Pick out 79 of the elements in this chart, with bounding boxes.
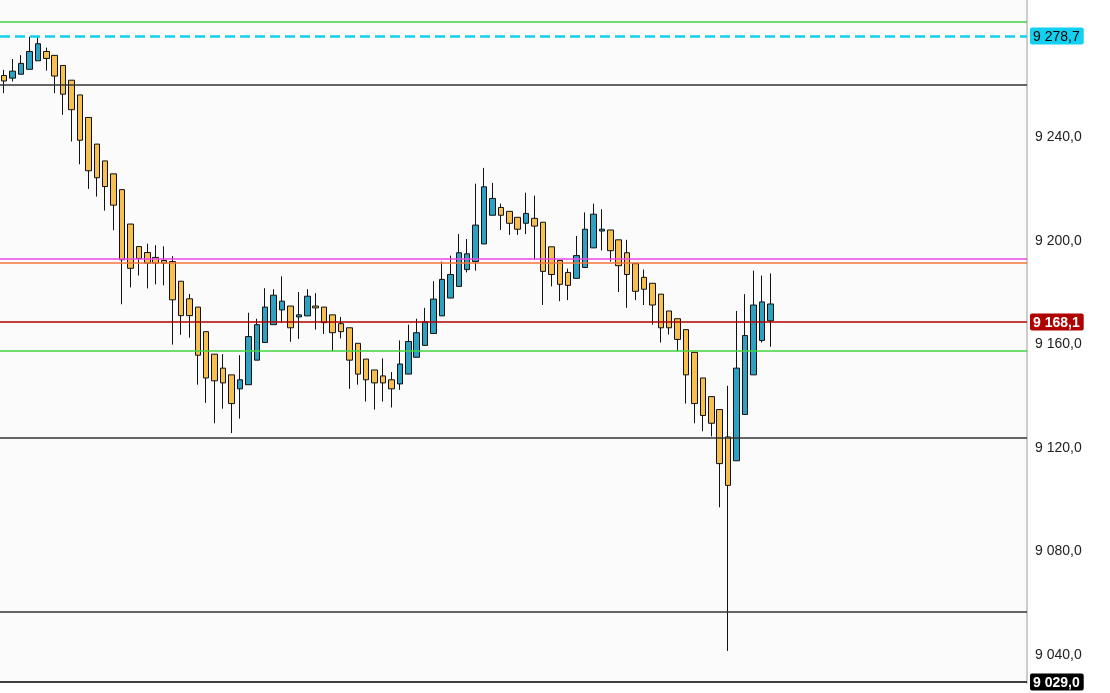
candlestick bbox=[203, 331, 209, 404]
candlestick bbox=[590, 203, 597, 249]
candlestick bbox=[599, 208, 605, 251]
candlestick bbox=[60, 64, 66, 116]
candlestick bbox=[1, 69, 7, 94]
candlestick bbox=[262, 287, 268, 344]
candlestick bbox=[18, 54, 24, 75]
y-tick-label: 9 200,0 bbox=[1035, 231, 1082, 248]
candlestick bbox=[287, 305, 294, 343]
candlestick bbox=[228, 374, 235, 434]
candlestick bbox=[582, 211, 588, 269]
candlestick bbox=[237, 354, 243, 420]
candlestick bbox=[161, 245, 167, 286]
candlestick bbox=[422, 307, 428, 346]
candlestick bbox=[296, 291, 302, 340]
candlestick bbox=[439, 261, 445, 317]
candlestick bbox=[481, 167, 487, 245]
candlestick bbox=[94, 143, 100, 198]
candlestick bbox=[254, 318, 260, 361]
y-tick-label: 9 160,0 bbox=[1035, 335, 1082, 352]
candlestick bbox=[498, 203, 504, 231]
candlestick bbox=[270, 288, 277, 326]
ref-line-label: 9 278,7 bbox=[1033, 27, 1080, 44]
candlestick bbox=[388, 371, 395, 408]
candlestick bbox=[733, 310, 740, 462]
candlestick bbox=[750, 270, 757, 376]
candlestick bbox=[279, 275, 285, 324]
candlestick bbox=[397, 339, 403, 391]
y-tick-label: 9 080,0 bbox=[1035, 542, 1082, 559]
candlestick bbox=[531, 195, 538, 261]
candlestick bbox=[136, 246, 142, 277]
candlestick bbox=[119, 189, 125, 305]
candlestick bbox=[641, 269, 647, 306]
candlestick bbox=[489, 182, 496, 216]
ref-line-label: 9 168,1 bbox=[1033, 314, 1080, 331]
candlestick bbox=[338, 316, 344, 339]
candlestick bbox=[674, 318, 681, 352]
candlestick bbox=[169, 255, 176, 346]
candlestick bbox=[658, 293, 664, 344]
candlestick bbox=[346, 327, 353, 390]
candlestick bbox=[632, 263, 639, 301]
candlestick bbox=[110, 173, 117, 231]
candlestick bbox=[220, 353, 226, 410]
candlestick bbox=[68, 79, 75, 143]
ref-line-label: 9 029,0 bbox=[1033, 673, 1080, 690]
candlestick bbox=[540, 221, 546, 306]
candlestick bbox=[35, 35, 41, 62]
candlestick bbox=[211, 353, 218, 424]
candlestick bbox=[565, 268, 571, 301]
candlestick bbox=[355, 342, 361, 386]
candlestick bbox=[691, 351, 698, 424]
candlestick bbox=[430, 280, 437, 334]
candlestick bbox=[102, 160, 108, 212]
candlestick bbox=[195, 306, 201, 386]
candlestick bbox=[380, 357, 386, 403]
candlestick bbox=[725, 385, 731, 652]
candlestick bbox=[245, 312, 252, 386]
candlestick bbox=[85, 116, 92, 190]
candlestick bbox=[9, 58, 16, 82]
candlestick bbox=[77, 94, 83, 165]
candlestick bbox=[472, 183, 479, 272]
candlestick bbox=[26, 36, 33, 70]
candlestick bbox=[178, 280, 184, 336]
candlestick bbox=[742, 293, 748, 415]
y-tick-label: 9 040,0 bbox=[1035, 645, 1082, 662]
candlestick bbox=[523, 192, 529, 235]
candlestick bbox=[649, 282, 656, 326]
y-tick-label: 9 240,0 bbox=[1035, 128, 1082, 145]
candlestick bbox=[186, 293, 193, 339]
candlestick bbox=[683, 329, 689, 405]
candlestick bbox=[127, 223, 134, 288]
candlestick bbox=[759, 275, 765, 344]
candlestick bbox=[329, 314, 336, 352]
candlestick bbox=[363, 358, 369, 403]
candlestick bbox=[447, 255, 454, 299]
candlestick bbox=[371, 369, 378, 411]
candlestick bbox=[767, 272, 774, 348]
candlestick bbox=[700, 377, 706, 432]
y-tick-label: 9 120,0 bbox=[1035, 438, 1082, 455]
